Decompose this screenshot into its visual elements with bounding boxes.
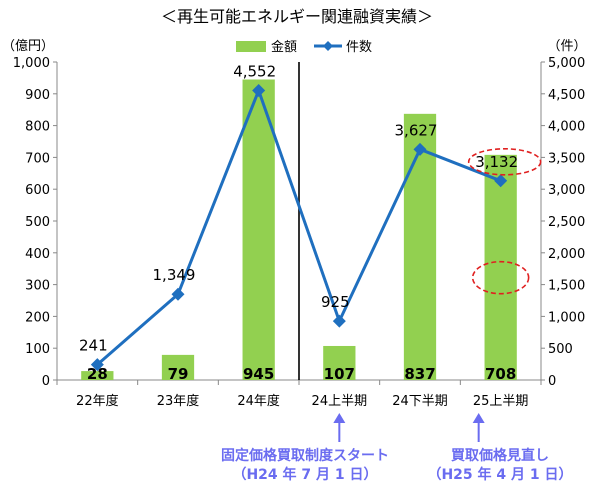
left-tick-label: 0: [42, 374, 50, 389]
amount-bar: [403, 113, 437, 381]
left-tick-label: 300: [25, 279, 50, 294]
chart-title: ＜再生可能エネルギー関連融資実績＞: [161, 7, 433, 26]
left-tick-label: 700: [25, 151, 50, 166]
fit-start-line2: （H24 年 7 月 1 日）: [232, 467, 378, 483]
count-point-marker: [252, 83, 266, 97]
fit-start-annotation: 固定価格買取制度スタート （H24 年 7 月 1 日）: [200, 447, 410, 485]
left-tick-label: 900: [25, 88, 50, 103]
left-axis-unit: （億円）: [2, 38, 54, 54]
price-revision-annotation: 買取価格見直し （H25 年 4 月 1 日）: [415, 447, 585, 485]
amount-bar: [484, 154, 517, 380]
count-series-line: [96, 88, 502, 366]
legend: 金額 件数: [236, 39, 372, 55]
amount-data-label: 708: [485, 365, 516, 383]
right-tick-label: 1,500: [548, 279, 585, 294]
right-tick-label: 500: [548, 342, 573, 357]
count-data-label: 4,552: [233, 62, 276, 80]
left-tick-label: 200: [25, 310, 50, 325]
legend-label-count: 件数: [346, 40, 372, 55]
price-revision-line1: 買取価格見直し: [451, 448, 549, 464]
amount-data-label: 945: [243, 365, 274, 383]
legend-label-amount: 金額: [271, 39, 297, 55]
right-tick-label: 2,000: [548, 247, 585, 262]
count-point-marker: [332, 314, 346, 328]
amount-data-label: 837: [404, 365, 435, 383]
x-tick-label: 25上半期: [473, 394, 529, 409]
count-point-marker: [413, 142, 427, 156]
amount-highlight-ellipse: [471, 260, 530, 295]
count-data-label: 241: [79, 337, 108, 355]
left-tick-label: 100: [25, 342, 50, 357]
amount-data-label: 28: [87, 365, 108, 383]
count-data-label: 1,349: [153, 266, 196, 284]
count-point-marker: [90, 358, 104, 372]
fit-start-line1: 固定価格買取制度スタート: [221, 448, 389, 464]
right-tick-label: 1,000: [548, 310, 585, 325]
x-tick-label: 22年度: [76, 393, 119, 409]
price-revision-arrow-head: [472, 413, 485, 423]
count-data-label: 3,627: [395, 121, 438, 139]
count-point-marker: [494, 174, 508, 188]
left-tick-label: 400: [25, 247, 50, 262]
left-tick-label: 600: [25, 183, 50, 198]
amount-bar: [242, 79, 275, 381]
price-revision-line2: （H25 年 4 月 1 日）: [427, 467, 573, 483]
left-tick-label: 500: [25, 215, 50, 230]
right-tick-label: 3,000: [548, 183, 585, 198]
right-tick-label: 5,000: [548, 56, 585, 71]
legend-marker-count: [323, 41, 333, 51]
count-highlight-ellipse: [467, 148, 542, 176]
right-tick-label: 2,500: [548, 215, 585, 230]
legend-swatch-amount: [236, 41, 266, 52]
count-data-label: 925: [321, 293, 350, 311]
right-tick-label: 4,000: [548, 120, 585, 135]
left-tick-label: 1,000: [13, 56, 50, 71]
count-point-marker: [171, 287, 185, 301]
count-data-label: 3,132: [475, 153, 518, 171]
plot-area: 0 0 100 500 200 1,000 300 1,500 400 2,000 500 2,500…: [13, 56, 585, 442]
right-tick-label: 4,500: [548, 88, 585, 103]
amount-data-label: 79: [168, 365, 189, 383]
amount-data-label: 107: [324, 365, 355, 383]
right-tick-label: 0: [548, 374, 556, 389]
amount-bar: [161, 354, 195, 380]
right-tick-label: 3,500: [548, 151, 585, 166]
x-tick-label: 24年度: [237, 393, 280, 409]
amount-bar: [323, 345, 356, 380]
x-tick-label: 24上半期: [312, 394, 368, 409]
x-tick-label: 23年度: [157, 393, 200, 409]
fit-start-arrow-head: [333, 413, 346, 423]
x-tick-label: 24下半期: [392, 394, 448, 409]
right-axis-unit: （件）: [547, 39, 586, 54]
amount-bar: [81, 371, 114, 380]
left-tick-label: 800: [25, 120, 50, 135]
